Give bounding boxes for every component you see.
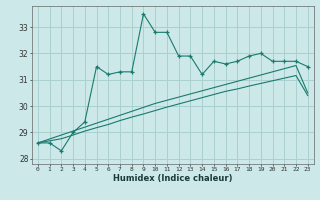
X-axis label: Humidex (Indice chaleur): Humidex (Indice chaleur)	[113, 174, 233, 183]
